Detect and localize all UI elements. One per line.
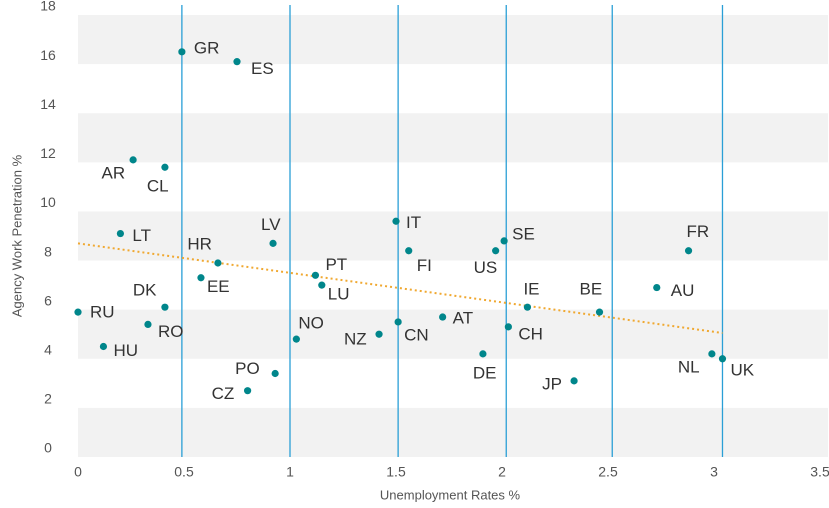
data-point [523,303,532,311]
point-label: IE [523,280,539,299]
x-tick-label: 2 [498,464,506,480]
data-point [214,259,222,267]
y-axis-title: Agency Work Penetration % [9,154,24,317]
data-point [570,377,578,385]
point-label: US [474,258,498,277]
y-tick-label: 4 [44,341,52,357]
data-point [595,308,604,316]
point-label: CH [518,324,543,343]
data-point [492,247,500,255]
y-tick-label: 10 [40,194,56,210]
data-point [500,237,508,245]
data-point [653,283,661,292]
trend-line [77,242,723,334]
point-label: NL [678,357,700,376]
point-label: HR [187,234,212,253]
data-point [311,271,320,279]
point-label: LT [132,226,151,245]
x-tick-label: 0.5 [174,464,194,480]
point-label: CL [147,177,169,196]
point-label: CN [404,325,429,344]
point-label: SE [512,224,535,243]
point-label: AR [101,163,125,182]
data-point [504,323,512,331]
point-label: GR [194,38,220,57]
x-axis-title: Unemployment Rates % [380,487,521,502]
point-label: AT [453,309,473,328]
data-point [479,350,487,358]
point-label: LU [328,285,350,304]
point-label: ES [251,59,274,78]
data-point [197,274,205,282]
point-label: RO [158,322,184,341]
point-label: PT [325,255,347,274]
point-label: NZ [344,330,367,349]
y-tick-label: 14 [40,96,56,112]
point-label: FI [417,256,432,275]
y-tick-label: 8 [44,243,52,259]
point-label: LV [261,215,281,234]
y-tick-label: 18 [40,0,56,14]
data-point [394,318,402,326]
point-label: DE [473,363,497,382]
data-point [74,308,82,316]
data-point [161,163,169,171]
data-point [375,330,383,338]
data-point [99,342,108,351]
point-label: NO [298,314,324,333]
data-point [244,387,252,395]
grid-band [78,15,828,65]
data-point [292,335,300,343]
data-point [178,48,186,56]
data-point [708,350,716,358]
point-label: FR [687,222,710,241]
data-point [718,355,727,363]
x-tick-label: 1 [286,464,294,480]
y-tick-label: 2 [44,391,52,407]
data-point [269,239,277,247]
grid-band [78,309,828,359]
data-point [116,229,124,238]
data-point [318,281,326,289]
point-label: DK [133,281,157,300]
point-label: BE [580,280,603,299]
point-label: EE [207,277,230,296]
point-label: AU [671,281,695,300]
point-label: CZ [212,384,235,403]
point-label: HU [113,341,138,360]
x-tick-label: 3 [710,464,718,480]
y-tick-label: 16 [40,47,56,63]
data-point [439,313,447,321]
x-tick-label: 3.5 [810,464,829,480]
data-point [684,247,693,255]
point-label: UK [730,360,754,379]
grid-band [78,211,828,261]
data-point [129,156,137,164]
data-point [405,247,413,255]
grid-band [78,113,828,163]
x-tick-label: 0 [74,464,82,480]
data-point [271,369,279,378]
data-point [392,217,400,225]
y-tick-label: 6 [44,292,52,308]
point-label: JP [542,374,562,393]
grid-band [78,407,828,457]
data-point [144,320,152,328]
y-tick-label: 12 [40,145,56,161]
y-tick-label: 0 [44,440,52,456]
point-label: RU [90,303,115,322]
data-point [161,303,169,311]
x-tick-label: 1.5 [386,464,406,480]
point-label: IT [406,213,421,232]
x-tick-label: 2.5 [598,464,618,480]
point-label: PO [235,359,260,378]
data-point [233,58,241,66]
